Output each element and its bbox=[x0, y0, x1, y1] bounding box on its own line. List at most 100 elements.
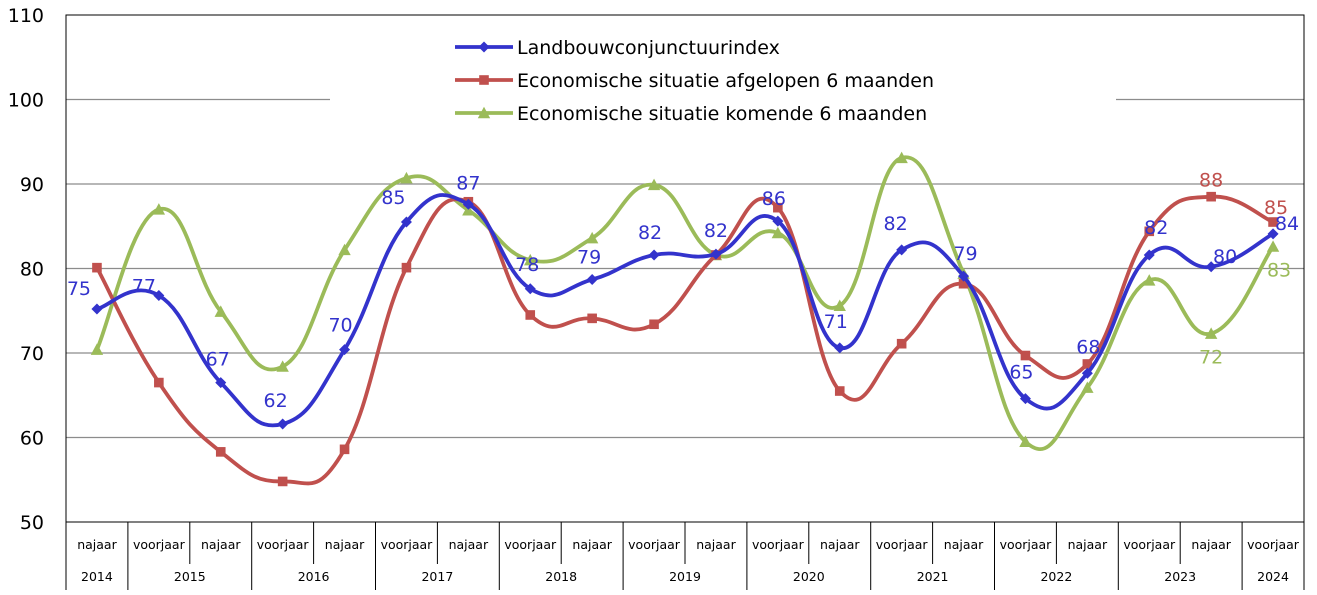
data-point-diamond bbox=[710, 248, 722, 260]
data-point-diamond bbox=[277, 418, 289, 430]
data-point-diamond bbox=[478, 41, 490, 53]
data-point-triangle bbox=[338, 243, 351, 256]
x-year-label: 2023 bbox=[1164, 569, 1196, 584]
y-tick-label: 60 bbox=[20, 428, 44, 450]
data-point-triangle bbox=[524, 253, 537, 266]
data-label: 82 bbox=[884, 213, 908, 235]
data-point-diamond bbox=[339, 344, 351, 356]
legend: Landbouwconjunctuurindex Economische situ… bbox=[330, 28, 1116, 128]
data-point-square bbox=[1082, 359, 1093, 369]
x-season-label: najaar bbox=[1191, 537, 1231, 552]
data-label: 67 bbox=[206, 349, 230, 371]
x-season-label: najaar bbox=[820, 537, 860, 552]
data-point-square bbox=[154, 377, 164, 388]
x-year-label: 2018 bbox=[545, 569, 577, 584]
data-label: 87 bbox=[456, 172, 480, 194]
data-point-diamond bbox=[1081, 367, 1093, 379]
data-point-diamond bbox=[524, 283, 536, 295]
data-point-square bbox=[958, 278, 969, 289]
data-point-diamond bbox=[1205, 261, 1217, 273]
x-season-label: voorjaar bbox=[752, 537, 805, 552]
data-point-diamond bbox=[153, 290, 165, 302]
y-tick-label: 110 bbox=[8, 5, 44, 27]
x-season-label: najaar bbox=[325, 537, 365, 552]
x-year-label: 2019 bbox=[669, 569, 701, 584]
x-year-label: 2024 bbox=[1257, 569, 1289, 584]
data-point-square bbox=[92, 262, 102, 273]
data-point-square bbox=[525, 310, 536, 320]
data-label: 62 bbox=[264, 390, 288, 412]
data-point-square bbox=[773, 202, 783, 213]
data-point-diamond bbox=[896, 244, 908, 256]
x-season-label: voorjaar bbox=[504, 537, 557, 552]
series-lines bbox=[90, 151, 1280, 487]
data-point-diamond bbox=[834, 342, 846, 354]
data-point-diamond bbox=[91, 303, 103, 315]
data-point-square bbox=[649, 319, 659, 330]
legend-item: Landbouwconjunctuurindex bbox=[455, 37, 780, 59]
x-axis-table: najaar voorjaar najaar voorjaar najaar voorja… bbox=[65, 521, 1305, 590]
data-label: 83 bbox=[1267, 260, 1291, 282]
x-season-label: najaar bbox=[572, 537, 612, 552]
data-point-triangle bbox=[214, 305, 227, 317]
data-label: 88 bbox=[1199, 170, 1223, 192]
data-label: 65 bbox=[1009, 362, 1033, 384]
data-label: 72 bbox=[1199, 347, 1223, 369]
x-year-label: 2014 bbox=[81, 569, 113, 584]
y-tick-label: 50 bbox=[20, 512, 44, 534]
x-season-label: voorjaar bbox=[628, 537, 681, 552]
data-label: 86 bbox=[762, 188, 786, 210]
data-label: 82 bbox=[1144, 217, 1168, 239]
data-label: 85 bbox=[1264, 197, 1288, 219]
data-label: 80 bbox=[1213, 246, 1237, 268]
data-point-triangle bbox=[647, 178, 661, 191]
data-point-diamond bbox=[400, 216, 412, 228]
x-season-label: voorjaar bbox=[1247, 537, 1300, 552]
data-point-square bbox=[1020, 350, 1031, 361]
data-point-diamond bbox=[586, 273, 598, 285]
x-year-label: 2017 bbox=[421, 569, 453, 584]
data-point-square bbox=[479, 75, 489, 85]
y-tick-label: 80 bbox=[20, 259, 44, 281]
gridlines bbox=[66, 98, 1304, 439]
data-point-square bbox=[1268, 217, 1278, 227]
x-season-label: najaar bbox=[696, 537, 736, 552]
data-label: 84 bbox=[1275, 213, 1299, 235]
data-labels: 75 77 67 62 70 85 87 78 79 82 82 86 71 82 79 65 68 82 80 84… bbox=[67, 170, 1299, 412]
x-season-label: voorjaar bbox=[876, 537, 929, 552]
data-point-square bbox=[587, 313, 597, 324]
x-season-label: najaar bbox=[201, 537, 241, 552]
x-season-label: voorjaar bbox=[1000, 537, 1053, 552]
x-year-label: 2021 bbox=[917, 569, 949, 584]
data-point-triangle bbox=[833, 299, 846, 311]
data-point-diamond bbox=[1019, 393, 1031, 405]
y-tick-label: 90 bbox=[20, 174, 44, 196]
data-point-triangle bbox=[276, 360, 289, 372]
x-season-label: voorjaar bbox=[1123, 537, 1176, 552]
data-point-triangle bbox=[90, 343, 104, 355]
data-point-square bbox=[401, 262, 412, 273]
data-point-diamond bbox=[648, 249, 660, 261]
data-point-square bbox=[1206, 191, 1216, 202]
data-label: 70 bbox=[328, 315, 352, 337]
x-season-label: najaar bbox=[77, 537, 117, 552]
legend-item: Economische situatie komende 6 maanden bbox=[455, 103, 927, 125]
data-point-square bbox=[277, 476, 288, 487]
x-season-label: najaar bbox=[449, 537, 489, 552]
data-label: 85 bbox=[381, 187, 405, 209]
data-point-triangle bbox=[585, 231, 599, 244]
y-tick-label: 100 bbox=[8, 90, 44, 112]
data-label: 77 bbox=[132, 276, 156, 298]
legend-label: Economische situatie afgelopen 6 maanden bbox=[517, 70, 934, 92]
plot-area-border bbox=[65, 14, 1305, 523]
data-label: 78 bbox=[515, 254, 539, 276]
data-point-diamond bbox=[1143, 249, 1155, 261]
data-point-diamond bbox=[958, 270, 970, 282]
data-point-diamond bbox=[772, 215, 784, 227]
x-year-label: 2016 bbox=[298, 569, 330, 584]
data-point-triangle bbox=[771, 226, 785, 239]
data-point-square bbox=[215, 447, 226, 457]
data-label: 82 bbox=[638, 222, 662, 244]
legend-item: Economische situatie afgelopen 6 maanden bbox=[455, 70, 934, 92]
data-point-square bbox=[896, 338, 907, 349]
